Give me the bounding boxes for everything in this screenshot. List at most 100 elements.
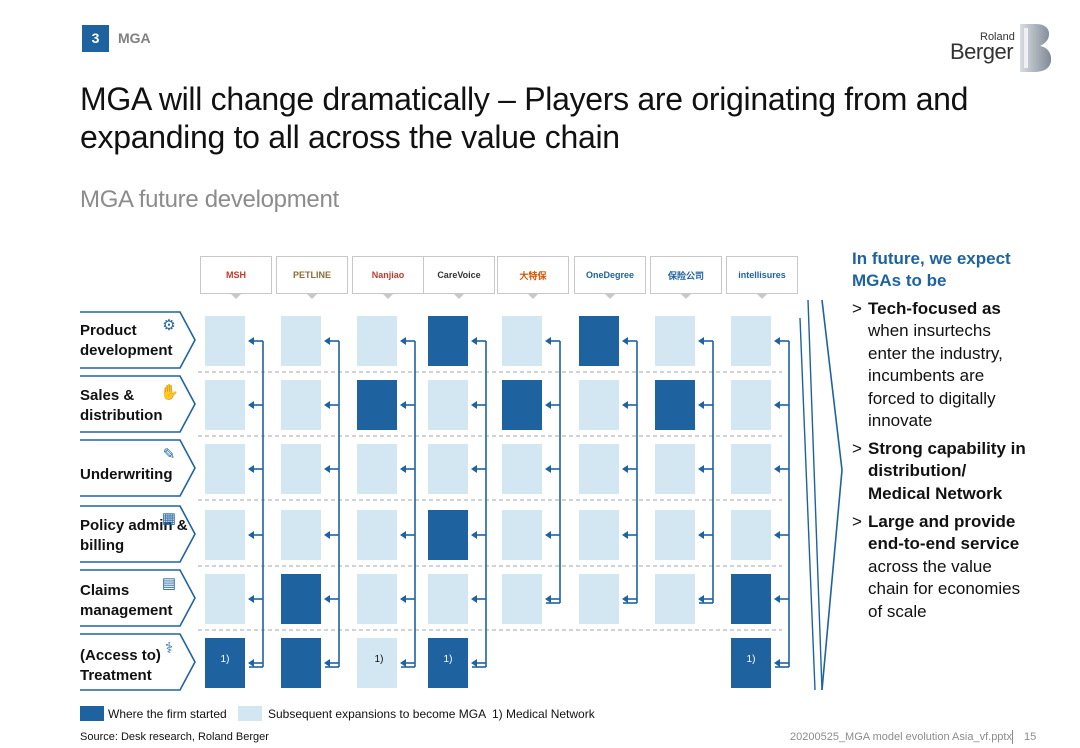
arrow-head [471,465,477,473]
legend-started-text: Where the firm started [108,707,227,721]
cell-expansion [502,510,542,560]
arrow-head [698,531,704,539]
page-number: 15 [1024,731,1037,743]
company-logo: MSH [200,256,272,299]
cell-expansion [502,444,542,494]
cell-expansion [731,316,771,366]
cell-expansion [428,380,468,430]
cell-expansion [731,444,771,494]
arrow-head [248,659,254,667]
legend-swatch-started [80,706,104,721]
arrow-head [324,531,330,539]
source-text: Source: Desk research, Roland Berger [80,731,269,743]
cell-started [731,574,771,624]
arrow-head [622,531,628,539]
row-chevron [80,439,196,497]
cell-started [428,510,468,560]
bullet-body-text: across the value chain for economies of … [868,556,1021,621]
arrow-head [471,531,477,539]
arrow-head [400,465,406,473]
cell-started [655,380,695,430]
company-logo-text: OneDegree [585,270,635,280]
row-chevron [80,633,196,691]
cell-expansion [205,574,245,624]
cell-expansion [428,444,468,494]
row-chevron [80,311,196,369]
row-label: Claims management [80,582,173,619]
arrow-head [471,595,477,603]
arrow-head [248,401,254,409]
cell-expansion [579,510,619,560]
arrow-head [545,337,551,345]
bullet-bold-text: Tech-focused as [868,299,1001,318]
arrow-head [622,465,628,473]
right-panel-heading: In future, we expect MGAs to be [852,249,1011,290]
arrow-head [471,337,477,345]
arrow-head [698,465,704,473]
cell-expansion [579,574,619,624]
legend-note-text: 1) Medical Network [492,707,595,721]
cell-started [281,574,321,624]
cell-expansion [357,444,397,494]
company-logo: OneDegree [574,256,646,299]
arrow-head [248,531,254,539]
cell-expansion [502,316,542,366]
gear-icon: ⚙ [162,317,176,334]
arrow-head [400,401,406,409]
cell-started [502,380,542,430]
cell-expansion [579,380,619,430]
arrow-head [545,465,551,473]
company-logo: CareVoice [423,256,495,299]
cell-expansion [205,316,245,366]
arrow-head [400,337,406,345]
footer-separator [1012,730,1013,744]
cell-expansion [428,574,468,624]
cell-expansion [502,574,542,624]
bullet-body-text: when insurtechs enter the industry, incu… [868,321,1003,431]
medical-network-footnote-marker: 1) [746,654,756,665]
cell-started [731,638,771,688]
cell-expansion [655,510,695,560]
cell-expansion [731,510,771,560]
row-chevron [80,569,196,627]
bullet-bold-text: Large and provide end-to-end service [868,512,1020,554]
row-label: Product development [80,322,173,359]
arrow-head [698,401,704,409]
arrow-head [698,337,704,345]
bullet-marker: > [852,512,862,531]
logo-roland-text: Roland [980,31,1015,43]
handshake-icon: ✋ [160,384,179,401]
company-logo-text: Nanjiao [371,270,405,280]
arrow-head [324,401,330,409]
cell-expansion [655,316,695,366]
arrow-head [324,595,330,603]
row-label: (Access to) Treatment [80,647,161,684]
arrow-head [248,595,254,603]
arrow-head [774,401,780,409]
company-logo: 大特保 [497,256,569,299]
cell-expansion [281,380,321,430]
arrow-head [400,531,406,539]
arrow-head [324,337,330,345]
document-pen-icon: ✎ [162,446,176,463]
company-logo-text: MSH [226,270,246,280]
cell-expansion [357,316,397,366]
cell-expansion [731,380,771,430]
medical-network-footnote-marker: 1) [443,654,453,665]
roland-berger-logo-icon [1020,24,1052,72]
arrow-head [324,465,330,473]
company-logo: Nanjiao [352,256,424,299]
cell-expansion [357,510,397,560]
arrow-head [400,659,406,667]
slide-title: MGA will change dramatically – Players a… [80,81,969,155]
cell-started [428,638,468,688]
row-chevron [80,375,196,433]
cell-expansion [357,574,397,624]
company-logo-text: PETLINE [292,270,331,280]
arrow-head [545,595,551,603]
slide-subtitle: MGA future development [80,186,339,213]
arrow-head [545,531,551,539]
legend-swatch-expansion [238,706,262,721]
company-logo: 保险公司 [650,256,722,299]
company-logo-text: 保险公司 [667,270,704,281]
